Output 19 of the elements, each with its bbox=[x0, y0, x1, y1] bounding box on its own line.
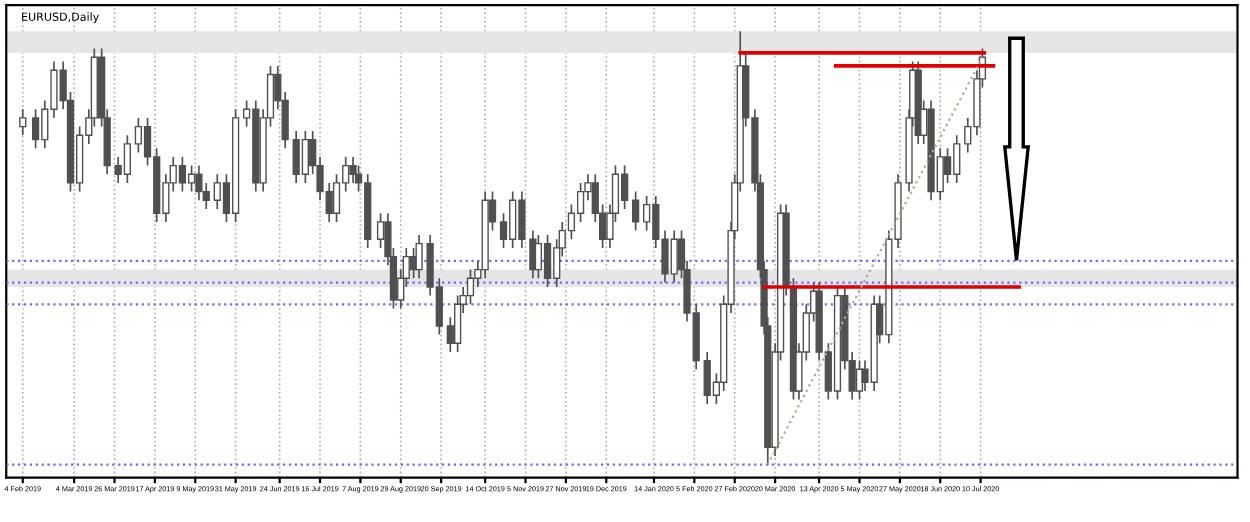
candlestick bbox=[31, 108, 40, 150]
candlestick bbox=[349, 156, 357, 184]
candlestick bbox=[620, 164, 629, 210]
candlestick bbox=[632, 190, 640, 232]
candlestick bbox=[466, 268, 475, 306]
candlestick bbox=[376, 212, 385, 249]
candlestick bbox=[178, 156, 187, 193]
candlestick bbox=[943, 147, 952, 184]
candlestick bbox=[576, 182, 585, 223]
candlestick bbox=[454, 294, 462, 353]
candlestick bbox=[301, 130, 309, 184]
candlestick bbox=[332, 173, 341, 223]
candlestick bbox=[19, 108, 27, 137]
candlestick bbox=[643, 195, 651, 232]
candlestick bbox=[195, 164, 203, 202]
candlestick bbox=[123, 134, 131, 184]
candlestick bbox=[543, 234, 552, 288]
candlestick bbox=[187, 164, 196, 193]
candlestick bbox=[534, 234, 543, 280]
